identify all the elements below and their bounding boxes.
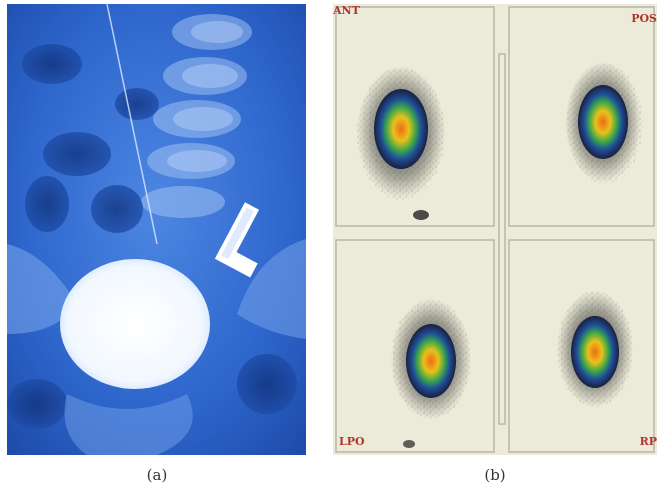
scintigraphy-image: ANT POS LPO RP — [333, 4, 657, 455]
caption-b: (b) — [484, 466, 506, 484]
view-label-pos: POS — [631, 12, 657, 25]
view-label-ant: ANT — [333, 4, 360, 17]
xray-graphic — [7, 4, 306, 455]
view-label-rp: RP — [639, 435, 657, 448]
scintigraphy-graphic — [333, 4, 657, 455]
xray-image — [7, 4, 306, 455]
caption-a: (a) — [146, 466, 168, 484]
view-label-lpo: LPO — [339, 435, 365, 448]
